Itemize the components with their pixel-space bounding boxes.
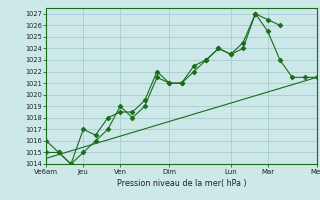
- X-axis label: Pression niveau de la mer( hPa ): Pression niveau de la mer( hPa ): [117, 179, 246, 188]
